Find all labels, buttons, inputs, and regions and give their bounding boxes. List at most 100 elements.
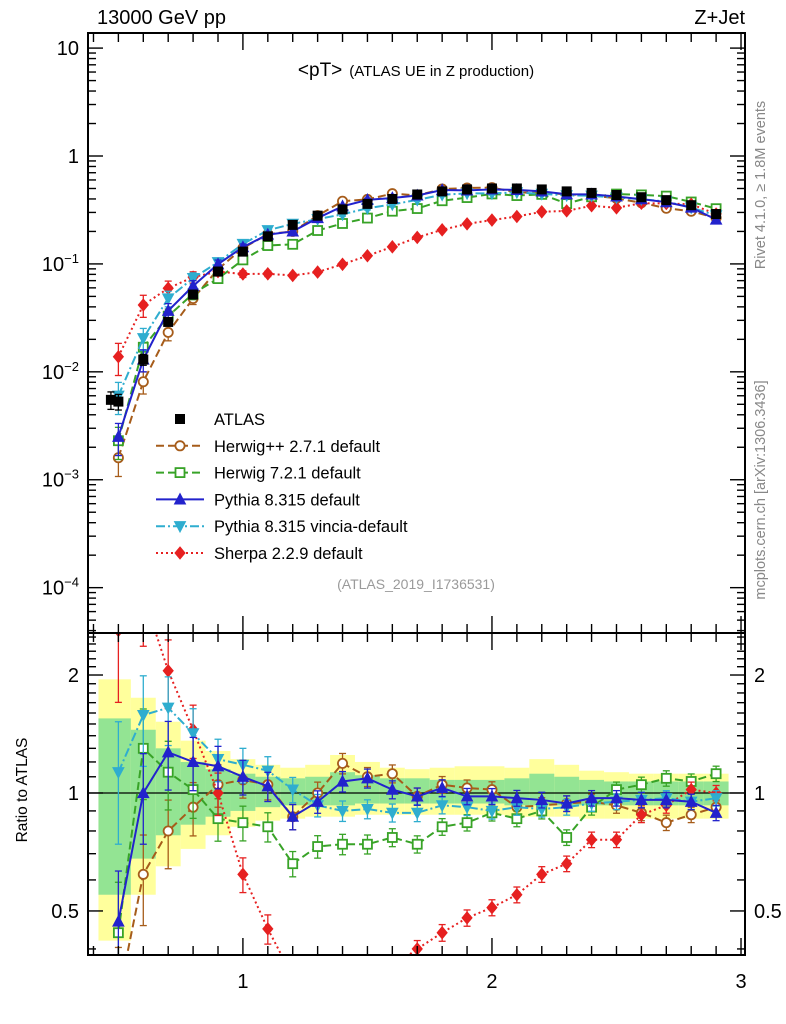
- marker-fdiamond: [585, 832, 598, 847]
- marker-osquare: [436, 821, 448, 833]
- tick-label: 0.5: [754, 901, 782, 923]
- legend-label-vincia: Pythia 8.315 vincia-default: [214, 518, 408, 536]
- marker-osquare: [635, 779, 647, 791]
- marker-fdiamond: [262, 922, 274, 936]
- marker-fdiamond: [262, 267, 274, 281]
- legend-item-pythia: Pythia 8.315 default: [156, 491, 360, 509]
- tick-label: 0.5: [51, 901, 79, 923]
- marker-ocircle: [660, 817, 672, 829]
- legend-item-sherpa: Sherpa 2.2.9 default: [156, 545, 363, 563]
- marker-ftriup: [435, 781, 449, 794]
- tick-label: 10−1: [42, 251, 79, 276]
- marker-fdiamond: [635, 807, 648, 822]
- series-herwig7-main: [112, 188, 722, 461]
- marker-ftridown: [161, 702, 175, 715]
- marker-ocircle: [174, 440, 186, 452]
- marker-fdiamond: [311, 265, 324, 279]
- marker-ocircle: [337, 757, 349, 769]
- tick-label: 2: [68, 665, 79, 687]
- tick-label: 1: [754, 783, 765, 805]
- marker-fsquare: [213, 266, 224, 277]
- marker-osquare: [312, 225, 324, 236]
- legend-label-atlas: ATLAS: [214, 411, 265, 429]
- marker-ftriup: [386, 782, 399, 795]
- marker-ftriup: [336, 774, 349, 787]
- marker-fdiamond: [561, 856, 573, 871]
- tick-label: 1: [68, 783, 79, 805]
- marker-fdiamond: [112, 349, 125, 364]
- marker-fsquare: [437, 186, 448, 197]
- marker-ocircle: [114, 993, 123, 1002]
- legend: ATLAS Herwig++ 2.7.1 default Herwig 7.2.1 …: [156, 411, 408, 563]
- marker-ftridown: [410, 807, 424, 820]
- marker-ftriup: [684, 794, 698, 807]
- marker-ftridown: [112, 767, 125, 780]
- marker-fdiamond: [288, 971, 298, 983]
- marker-fdiamond: [338, 986, 348, 998]
- marker-ftridown: [186, 273, 200, 286]
- marker-fdiamond: [237, 867, 249, 882]
- marker-fdiamond: [610, 201, 623, 215]
- marker-fdiamond: [436, 223, 448, 237]
- marker-ocircle: [685, 809, 697, 821]
- marker-osquare: [237, 254, 249, 266]
- marker-osquare: [287, 858, 299, 870]
- marker-ftriup: [635, 793, 648, 806]
- marker-fdiamond: [138, 589, 148, 601]
- series-atlas-main: [105, 183, 722, 411]
- marker-fdiamond: [511, 887, 523, 902]
- marker-ftriup: [510, 791, 524, 804]
- marker-ftridown: [286, 784, 300, 797]
- marker-ftriup: [286, 224, 300, 237]
- legend-label-sherpa: Sherpa 2.2.9 default: [214, 545, 363, 563]
- beam-energy-label: 13000 GeV pp: [97, 7, 226, 29]
- main-panel-frame: [87, 32, 746, 634]
- tick-label: 3: [735, 971, 746, 993]
- marker-fdiamond: [212, 786, 224, 800]
- marker-fsquare: [163, 316, 174, 327]
- marker-ftriup: [485, 789, 499, 802]
- marker-ftriup: [585, 791, 598, 804]
- series-pythia-main: [112, 182, 723, 457]
- marker-fdiamond: [336, 257, 349, 272]
- marker-ftriup: [161, 745, 175, 758]
- marker-ftridown: [186, 728, 200, 741]
- marker-ftriup: [236, 769, 250, 782]
- marker-ftridown: [136, 333, 150, 346]
- marker-fsquare: [188, 289, 199, 300]
- marker-fdiamond: [461, 911, 473, 925]
- marker-ftriup: [173, 492, 187, 505]
- marker-fsquare: [686, 200, 697, 211]
- marker-fdiamond: [174, 546, 186, 560]
- plot-title: <pT> (ATLAS UE in Z production): [298, 60, 534, 82]
- marker-fdiamond: [237, 267, 249, 281]
- mcplots-citation-note: mcplots.cern.ch [arXiv:1306.3436]: [753, 380, 769, 600]
- marker-ftriup: [410, 789, 424, 802]
- marker-osquare: [287, 238, 299, 250]
- marker-fdiamond: [436, 925, 448, 940]
- rivet-version-note: Rivet 4.1.0, ≥ 1.8M events: [753, 100, 769, 270]
- marker-osquare: [561, 832, 573, 843]
- marker-osquare: [660, 772, 672, 784]
- tick-label: 1: [68, 146, 79, 168]
- marker-ftridown: [361, 803, 374, 816]
- legend-item-herwigpp: Herwig++ 2.7.1 default: [156, 438, 380, 456]
- marker-ftriup: [112, 429, 125, 442]
- marker-ftriup: [460, 789, 474, 802]
- marker-fsquare: [586, 187, 597, 198]
- marker-osquare: [362, 838, 373, 850]
- marker-osquare: [312, 841, 324, 852]
- legend-label-herwig7: Herwig 7.2.1 default: [214, 465, 361, 483]
- marker-fsquare: [175, 414, 185, 424]
- analysis-context-title: (ATLAS UE in Z production): [349, 63, 535, 80]
- marker-osquare: [710, 768, 722, 780]
- marker-ftriup: [161, 303, 175, 316]
- marker-ftriup: [659, 793, 673, 806]
- marker-ftridown: [336, 805, 349, 818]
- marker-fdiamond: [610, 832, 623, 847]
- marker-osquare: [174, 467, 186, 479]
- marker-ocircle: [162, 326, 174, 338]
- marker-ftridown: [386, 807, 399, 820]
